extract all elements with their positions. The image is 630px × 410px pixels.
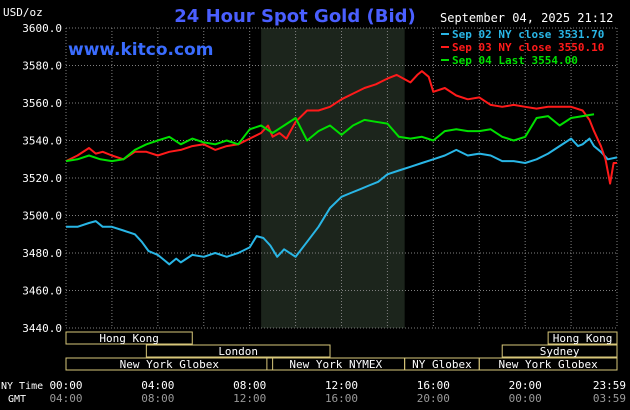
session-label: London [218, 345, 258, 358]
session-label: NY Globex [412, 358, 472, 371]
x-tick-ny: 23:59 [593, 379, 626, 392]
session-box [478, 357, 618, 371]
x-tick-gmt: 00:00 [509, 392, 542, 405]
x-tick-gmt: 16:00 [325, 392, 358, 405]
chart-title: 24 Hour Spot Gold (Bid) [174, 6, 415, 27]
website-label: www.kitco.com [68, 40, 213, 60]
y-tick-label: 3580.0 [22, 60, 62, 73]
x-tick-gmt: 20:00 [417, 392, 450, 405]
y-tick-label: 3500.0 [22, 210, 62, 223]
price-series [65, 70, 618, 266]
gmt-label: GMT [8, 394, 26, 405]
x-tick-gmt: 04:00 [49, 392, 82, 405]
y-tick-label: 3600.0 [22, 22, 62, 35]
legend-entry: Sep 03 NY close 3550.10 [452, 41, 604, 54]
x-tick-ny: 00:00 [49, 379, 82, 392]
legend-entry: Sep 04 Last 3554.00 [452, 54, 578, 67]
grid-lines [65, 27, 618, 329]
legend-entry: Sep 02 NY close 3531.70 [452, 28, 604, 41]
series-line [65, 113, 595, 163]
y-tick-label: 3520.0 [22, 172, 62, 185]
ny-time-label: NY Time [1, 381, 43, 392]
session-label: New York NYMEX [289, 358, 382, 371]
session-label: New York Globex [120, 358, 220, 371]
x-tick-ny: 08:00 [233, 379, 266, 392]
y-tick-label: 3480.0 [22, 247, 62, 260]
session-box [501, 344, 618, 358]
x-tick-gmt: 03:59 [593, 392, 626, 405]
session-label: Hong Kong [99, 332, 159, 345]
session-label: New York Globex [498, 358, 598, 371]
x-tick-ny: 12:00 [325, 379, 358, 392]
y-tick-label: 3560.0 [22, 97, 62, 110]
series-line [66, 137, 618, 266]
session-box [145, 344, 331, 358]
x-tick-ny: 04:00 [141, 379, 174, 392]
x-tick-ny: 20:00 [509, 379, 542, 392]
x-tick-ny: 16:00 [417, 379, 450, 392]
x-axis-ticks: 00:0004:0004:0008:0008:0012:0012:0016:00… [49, 379, 626, 405]
y-tick-label: 3440.0 [22, 322, 62, 335]
session-box [65, 331, 193, 345]
series-line [65, 70, 617, 185]
x-tick-gmt: 08:00 [141, 392, 174, 405]
y-axis-unit: USD/oz [3, 6, 43, 19]
y-tick-label: 3460.0 [22, 285, 62, 298]
y-tick-label: 3540.0 [22, 135, 62, 148]
session-label: Sydney [540, 345, 580, 358]
session-box [547, 331, 618, 345]
session-label: Hong Kong [553, 332, 613, 345]
session-box [65, 357, 274, 371]
y-axis-ticks: 3600.0 3580.0 3560.0 3540.0 3520.0 3500.0 3480… [22, 22, 62, 335]
chart-datetime: September 04, 2025 21:12 [440, 11, 613, 25]
x-tick-gmt: 12:00 [233, 392, 266, 405]
